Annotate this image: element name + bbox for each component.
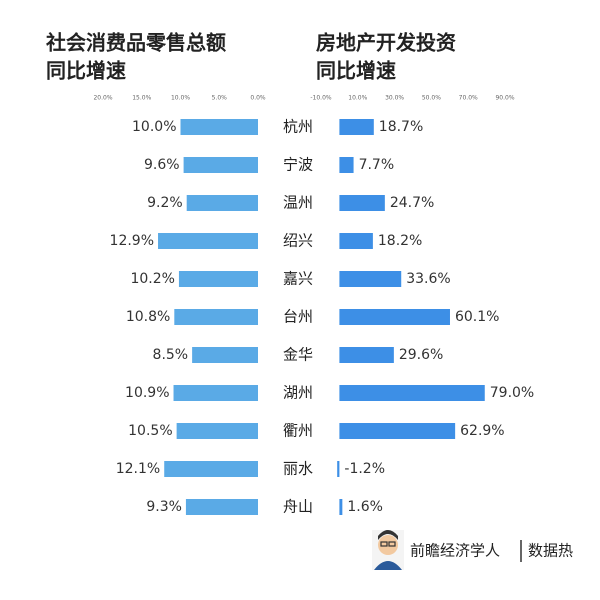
value-label: 1.6% <box>347 499 383 515</box>
bar <box>174 309 258 325</box>
value-label: 79.0% <box>490 385 534 401</box>
bar <box>337 461 340 477</box>
category-label: 金华 <box>283 346 313 364</box>
category-label: 温州 <box>283 194 313 212</box>
bar <box>180 119 258 135</box>
value-label: 10.9% <box>125 385 169 401</box>
x-tick-label: 20.0% <box>93 95 112 102</box>
category-label: 丽水 <box>283 460 313 478</box>
value-label: 29.6% <box>399 347 443 363</box>
bar <box>176 423 258 439</box>
value-label: -1.2% <box>344 461 385 477</box>
value-label: 10.2% <box>130 271 174 287</box>
bar <box>173 385 258 401</box>
value-label: 33.6% <box>406 271 450 287</box>
category-label: 嘉兴 <box>283 270 313 288</box>
bar <box>158 233 258 249</box>
value-label: 10.8% <box>126 309 170 325</box>
bar <box>185 499 258 515</box>
x-tick-label: 10.0% <box>171 95 190 102</box>
x-tick-label: 15.0% <box>132 95 151 102</box>
x-tick-label: 0.0% <box>250 95 266 102</box>
category-label: 衢州 <box>283 422 313 440</box>
category-label: 宁波 <box>283 156 313 174</box>
category-label: 台州 <box>283 308 313 326</box>
bar <box>339 385 485 401</box>
bar <box>339 271 402 287</box>
value-label: 62.9% <box>460 423 504 439</box>
value-label: 12.9% <box>110 233 154 249</box>
x-tick-label: 70.0% <box>459 95 478 102</box>
value-label: 12.1% <box>116 461 160 477</box>
bar <box>164 461 258 477</box>
value-label: 18.7% <box>379 119 423 135</box>
bar <box>339 309 450 325</box>
value-label: 9.2% <box>147 195 183 211</box>
bar <box>178 271 258 287</box>
value-label: 8.5% <box>153 347 189 363</box>
bar <box>339 157 354 173</box>
category-label: 绍兴 <box>283 232 313 250</box>
chart-title: 同比增速 <box>316 59 396 83</box>
x-tick-label: 30.0% <box>385 95 404 102</box>
x-tick-label: 10.0% <box>348 95 367 102</box>
bar <box>339 195 385 211</box>
category-label: 湖州 <box>283 384 313 402</box>
bar <box>192 347 258 363</box>
value-label: 10.5% <box>128 423 172 439</box>
value-label: 9.3% <box>146 499 182 515</box>
value-label: 9.6% <box>144 157 180 173</box>
category-label: 舟山 <box>283 498 313 516</box>
value-label: 60.1% <box>455 309 499 325</box>
bar <box>186 195 258 211</box>
footer-author: 前瞻经济学人 <box>410 542 500 560</box>
x-tick-label: 90.0% <box>495 95 514 102</box>
avatar-icon <box>372 530 404 570</box>
value-label: 18.2% <box>378 233 422 249</box>
bar <box>339 423 456 439</box>
footer-source: 数据热 <box>528 542 573 560</box>
value-label: 10.0% <box>132 119 176 135</box>
bar <box>339 233 373 249</box>
bar <box>183 157 258 173</box>
chart-title: 社会消费品零售总额 <box>45 31 226 55</box>
bar <box>339 499 343 515</box>
x-tick-label: -10.0% <box>310 95 332 102</box>
chart-title: 同比增速 <box>46 59 126 83</box>
x-tick-label: 5.0% <box>212 95 228 102</box>
value-label: 24.7% <box>390 195 434 211</box>
x-tick-label: 50.0% <box>422 95 441 102</box>
bar <box>339 119 374 135</box>
value-label: 7.7% <box>359 157 395 173</box>
bar <box>339 347 394 363</box>
chart-title: 房地产开发投资 <box>316 31 456 55</box>
category-label: 杭州 <box>283 118 313 136</box>
